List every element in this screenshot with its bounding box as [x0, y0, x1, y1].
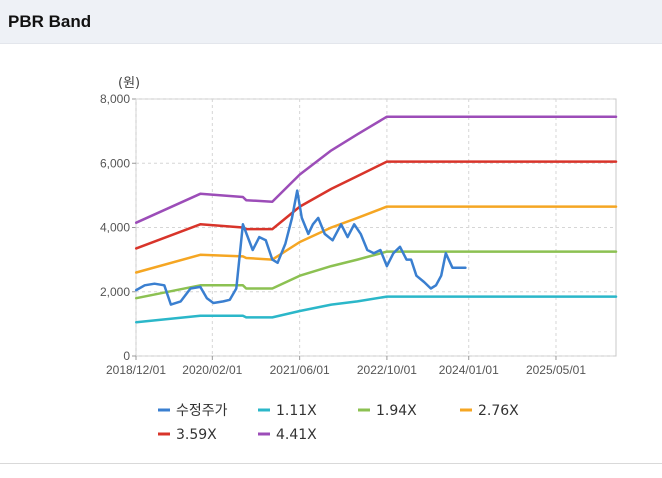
y-tick-label: 6,000	[100, 156, 130, 170]
y-tick-label: 8,000	[100, 92, 130, 106]
x-tick-label: 2020/02/01	[182, 363, 242, 377]
y-axis-label: (원)	[118, 76, 140, 91]
y-tick-label: 2,000	[100, 285, 130, 299]
x-tick-label: 2024/01/01	[439, 363, 499, 377]
legend-label: 1.94X	[376, 403, 417, 419]
y-tick-label: 0	[123, 349, 130, 363]
panel-title: PBR Band	[8, 11, 92, 31]
y-tick-label: 4,000	[100, 221, 130, 235]
pbr-band-chart: 0 2,000 4,000 6,000 8,000 2018/12/01 2020/02/0…	[100, 76, 618, 443]
series-line-4.41X	[134, 115, 618, 224]
series-line-수정주가	[134, 189, 467, 306]
legend-label: 수정주가	[176, 403, 228, 419]
chart-container: 0 2,000 4,000 6,000 8,000 2018/12/01 2020/02/0…	[0, 44, 662, 464]
x-tick-label: 2022/10/01	[357, 363, 417, 377]
x-tick-label: 2025/05/01	[526, 363, 586, 377]
legend-label: 1.11X	[276, 403, 317, 419]
legend-label: 2.76X	[478, 403, 519, 419]
x-tick-label: 2021/06/01	[270, 363, 330, 377]
legend-label: 4.41X	[276, 427, 317, 443]
x-tick-label: 2018/12/01	[106, 363, 166, 377]
legend-label: 3.59X	[176, 427, 217, 443]
series-line-2.76X	[134, 205, 618, 274]
series-line-1.94X	[134, 250, 618, 300]
series-line-1.11X	[134, 295, 618, 324]
panel-header: PBR Band	[0, 0, 662, 44]
divider	[0, 463, 662, 464]
series-line-3.59X	[134, 160, 618, 250]
